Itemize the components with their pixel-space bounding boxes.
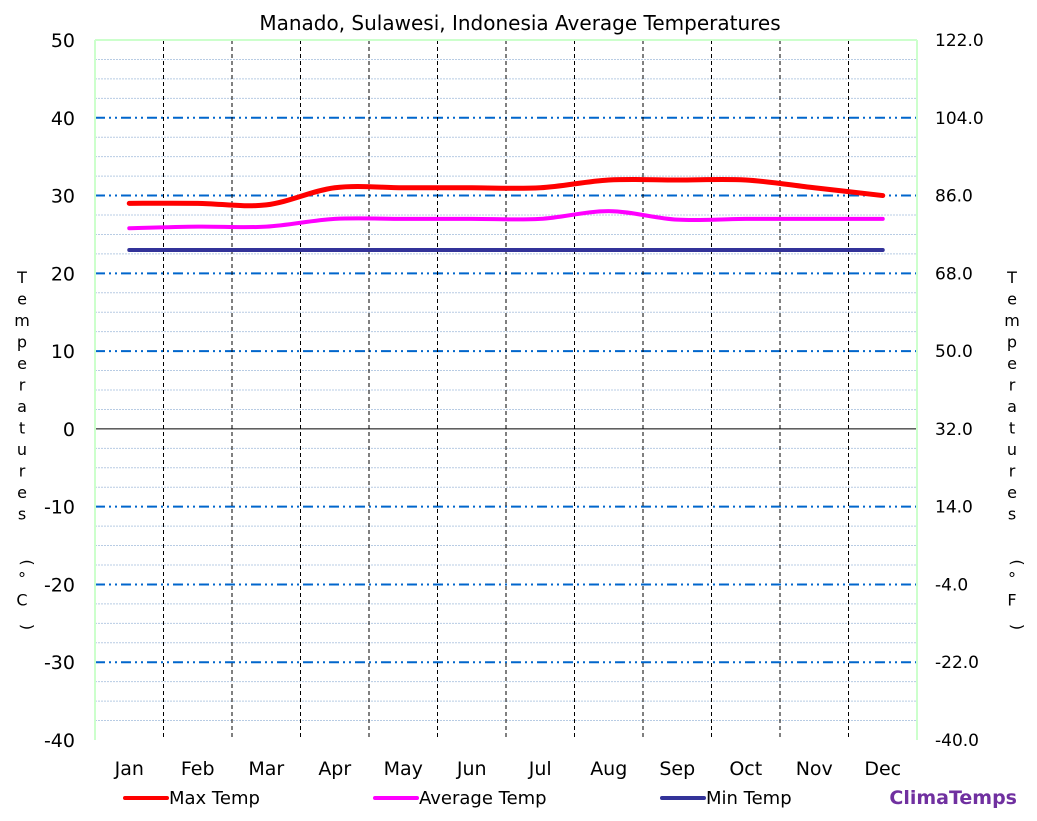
axis-label-char: m — [14, 311, 30, 330]
axis-label-char: e — [17, 483, 27, 502]
y2-tick-label: -40.0 — [935, 731, 979, 751]
chart-title: Manado, Sulawesi, Indonesia Average Temp… — [259, 11, 780, 35]
axis-label-char: t — [1009, 419, 1015, 438]
y2-tick-label: 50.0 — [935, 342, 973, 362]
x-tick-label: Mar — [248, 758, 284, 780]
axis-label-char: T — [1006, 268, 1017, 287]
x-tick-label: Dec — [864, 758, 901, 780]
axis-label-char: e — [1007, 354, 1017, 373]
x-tick-label: Nov — [796, 758, 833, 780]
x-tick-label: Apr — [318, 758, 351, 780]
y2-tick-label: 68.0 — [935, 264, 973, 284]
axis-label-char: r — [1009, 462, 1016, 481]
y-tick-label: 10 — [51, 341, 75, 363]
x-tick-label: Jun — [456, 758, 487, 780]
axis-label-char: T — [16, 268, 27, 287]
brand-logo: ClimaTemps — [889, 787, 1017, 809]
axis-label-char: a — [1007, 397, 1017, 416]
y2-tick-label: 14.0 — [935, 498, 973, 518]
axis-label-char: t — [19, 419, 25, 438]
legend-label: Min Temp — [706, 788, 792, 809]
axis-label-char: s — [1008, 505, 1016, 524]
y2-tick-label: -4.0 — [935, 575, 968, 595]
y2-tick-label: 122.0 — [935, 31, 984, 51]
axis-label-char: u — [1007, 440, 1017, 459]
series-line-max-temp — [126, 176, 886, 209]
x-tick-label: Oct — [729, 758, 762, 780]
axis-label-char: e — [17, 290, 27, 309]
axis-label-char: F — [1007, 591, 1016, 610]
y2-axis-label: Temperatures(°F) — [1004, 268, 1027, 630]
y-tick-label: 50 — [51, 30, 75, 52]
y-axis-label: Temperatures(°C) — [14, 268, 37, 630]
axis-label-char: a — [17, 397, 27, 416]
axis-label-char: ) — [1008, 624, 1027, 630]
y-tick-label: 0 — [63, 419, 75, 441]
y-tick-label: 20 — [51, 263, 75, 285]
x-tick-label: Aug — [590, 758, 627, 780]
y-tick-label: -30 — [44, 652, 75, 674]
y-tick-label: -40 — [44, 730, 75, 752]
axis-label-char: r — [19, 376, 26, 395]
axis-label-char: e — [17, 354, 27, 373]
x-tick-label: Sep — [659, 758, 695, 780]
axis-label-char: r — [1009, 376, 1016, 395]
legend-label: Average Temp — [419, 788, 547, 809]
y2-tick-label: 104.0 — [935, 109, 984, 129]
axis-label-char: ° — [1008, 569, 1016, 588]
axis-label-char: ) — [18, 624, 37, 630]
axis-label-char: ( — [1008, 559, 1027, 565]
y-tick-label: 40 — [51, 108, 75, 130]
x-tick-label: Jan — [114, 758, 144, 780]
axis-label-char: e — [1007, 290, 1017, 309]
x-tick-label: Jul — [528, 758, 552, 780]
y-tick-label: -20 — [44, 574, 75, 596]
axis-label-char: m — [1004, 311, 1020, 330]
y2-tick-label: -22.0 — [935, 653, 979, 673]
y-tick-label: 30 — [51, 186, 75, 208]
axis-label-char: r — [19, 462, 26, 481]
axis-label-char: u — [17, 440, 27, 459]
x-tick-label: May — [384, 758, 423, 780]
axis-label-char: ° — [18, 569, 26, 588]
axis-label-char: p — [1007, 333, 1017, 352]
x-tick-label: Feb — [181, 758, 215, 780]
axis-label-char: C — [16, 591, 27, 610]
y2-tick-label: 32.0 — [935, 420, 973, 440]
axis-label-char: e — [1007, 483, 1017, 502]
y-tick-label: -10 — [44, 497, 75, 519]
axis-label-char: p — [17, 333, 27, 352]
y2-tick-label: 86.0 — [935, 187, 973, 207]
series-line-average-temp — [127, 209, 885, 231]
axis-label-char: s — [18, 505, 26, 524]
axis-label-char: ( — [18, 559, 37, 565]
legend-label: Max Temp — [169, 788, 260, 809]
